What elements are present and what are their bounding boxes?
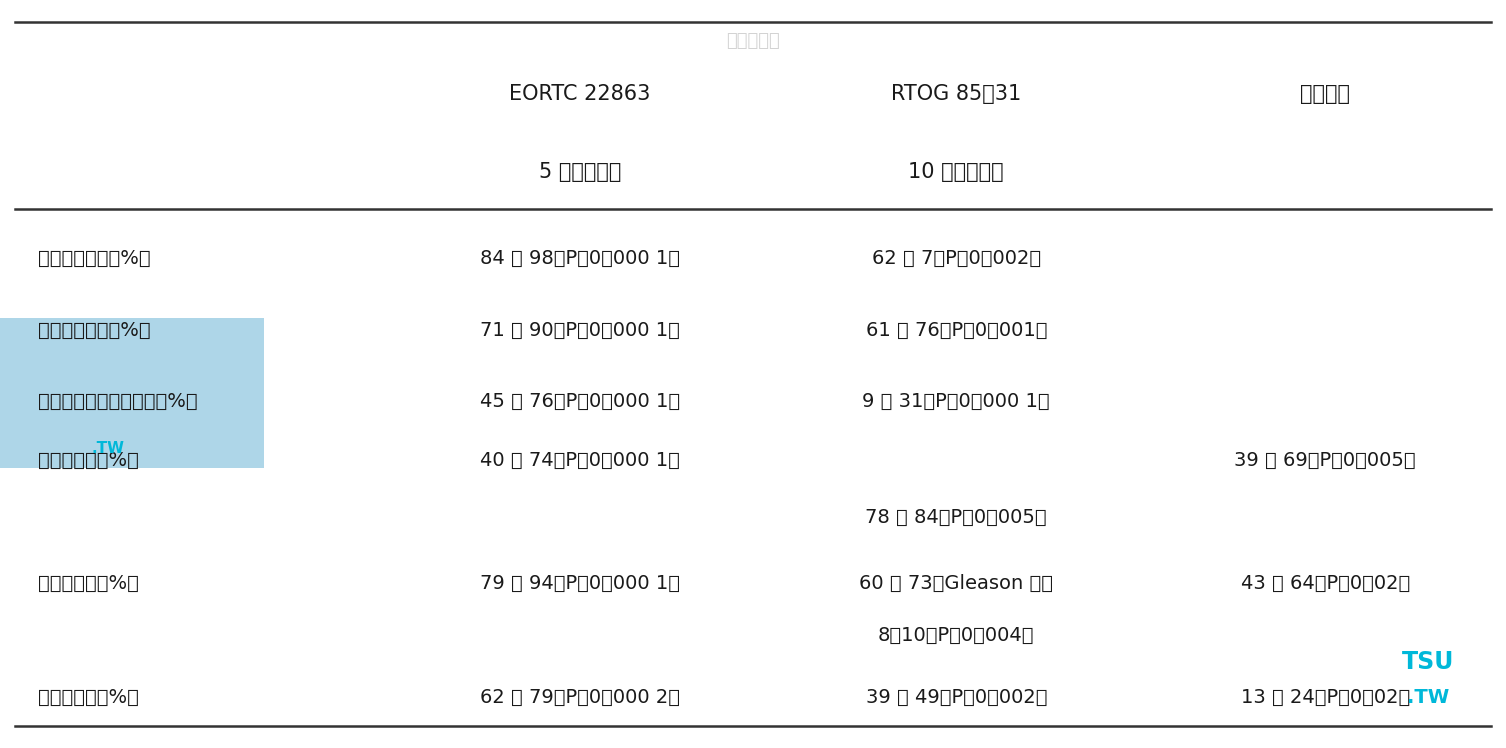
Text: 39 比 69（P＝0．005）: 39 比 69（P＝0．005） [1235,450,1416,470]
Text: 大山医学院: 大山医学院 [726,32,780,50]
Text: 没有局部复发（%）: 没有局部复发（%） [38,248,151,268]
Text: TSU: TSU [1402,650,1453,674]
Bar [0,318,264,468]
Text: 78 比 84（P＝0．005）: 78 比 84（P＝0．005） [866,508,1047,527]
Text: 10 年研究成果: 10 年研究成果 [908,162,1005,182]
Text: .TW: .TW [92,441,125,456]
Text: 9 比 31（P＜0．000 1）: 9 比 31（P＜0．000 1） [863,392,1050,411]
Text: 71 比 90（P＜0．000 1）: 71 比 90（P＜0．000 1） [480,321,679,340]
Text: 61 比 76（P＜0．001）: 61 比 76（P＜0．001） [866,321,1047,340]
Text: 临床存活率（%）: 临床存活率（%） [38,450,139,470]
Text: 前列腺特异性抗原成功（%）: 前列腺特异性抗原成功（%） [38,392,197,411]
Text: 特定存活率（%）: 特定存活率（%） [38,574,139,593]
Text: 40 比 74（P＜0．000 1）: 40 比 74（P＜0．000 1） [480,450,679,470]
Text: 39 比 49（P＝0．002）: 39 比 49（P＝0．002） [866,687,1047,707]
Text: 84 比 98（P＜0．000 1）: 84 比 98（P＜0．000 1） [480,248,679,268]
Text: 43 比 64（P＝0．02）: 43 比 64（P＝0．02） [1241,574,1410,593]
Text: 5 年研究成果: 5 年研究成果 [539,162,620,182]
Text: 62 比 7（P＝0．002）: 62 比 7（P＝0．002） [872,248,1041,268]
Text: 13 比 24（P＝0．02）: 13 比 24（P＝0．02） [1241,687,1410,707]
Text: .TW: .TW [1407,687,1449,707]
Text: 60 比 73（Gleason 评分: 60 比 73（Gleason 评分 [860,574,1053,593]
Text: 瑞典研究: 瑞典研究 [1300,84,1351,103]
Text: 8～10，P＝0．004）: 8～10，P＝0．004） [878,626,1035,646]
Text: EORTC 22863: EORTC 22863 [509,84,651,103]
Text: 45 比 76（P＜0．000 1）: 45 比 76（P＜0．000 1） [480,392,679,411]
Text: 79 比 94（P＝0．000 1）: 79 比 94（P＝0．000 1） [480,574,679,593]
Text: 没有癌症转移（%）: 没有癌症转移（%） [38,321,151,340]
Text: 总体存活率（%）: 总体存活率（%） [38,687,139,707]
Text: 62 比 79（P＝0．000 2）: 62 比 79（P＝0．000 2） [480,687,679,707]
Text: RTOG 85－31: RTOG 85－31 [892,84,1021,103]
